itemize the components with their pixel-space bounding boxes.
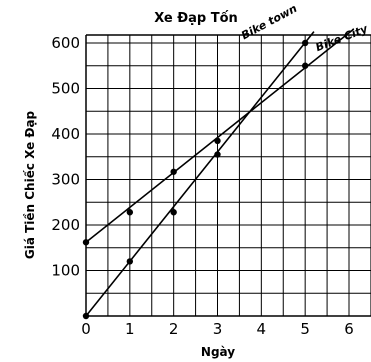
y-tick-label: 500	[51, 80, 80, 98]
y-tick-label: 300	[51, 171, 80, 189]
data-point	[126, 258, 134, 265]
y-tick-label: 100	[51, 262, 80, 280]
x-tick-label: 2	[169, 320, 179, 338]
series-label: Bike town	[239, 2, 299, 42]
series-label: Bike City	[314, 22, 370, 54]
data-point	[82, 312, 90, 320]
y-tick-label: 400	[51, 125, 80, 143]
chart-title: Xe Đạp Tốn	[154, 11, 238, 26]
data-point	[126, 209, 134, 216]
data-point	[82, 239, 90, 246]
x-tick-label: 1	[125, 320, 135, 338]
x-axis-label: Ngày	[201, 345, 235, 359]
data-point	[170, 209, 177, 216]
y-tick-label: 200	[51, 216, 80, 234]
series-line	[85, 28, 354, 243]
y-axis-label: Giá Tiền Chiếc Xe Đạp	[23, 110, 37, 259]
x-tick-label: 6	[344, 320, 354, 338]
data-point	[170, 168, 177, 175]
tick-labels: 0 1 2 3 4 5 6 100 200 300 400 500 600	[51, 34, 353, 338]
data-point	[301, 39, 309, 47]
x-tick-label: 4	[257, 320, 267, 338]
y-tick-label: 600	[51, 34, 80, 52]
data-point	[214, 137, 221, 145]
data-point	[301, 62, 309, 69]
x-tick-label: 0	[81, 320, 91, 338]
series-line	[85, 31, 315, 317]
x-tick-label: 3	[213, 320, 223, 338]
grid	[85, 34, 371, 317]
data-point	[214, 151, 221, 158]
x-tick-label: 5	[300, 320, 310, 338]
